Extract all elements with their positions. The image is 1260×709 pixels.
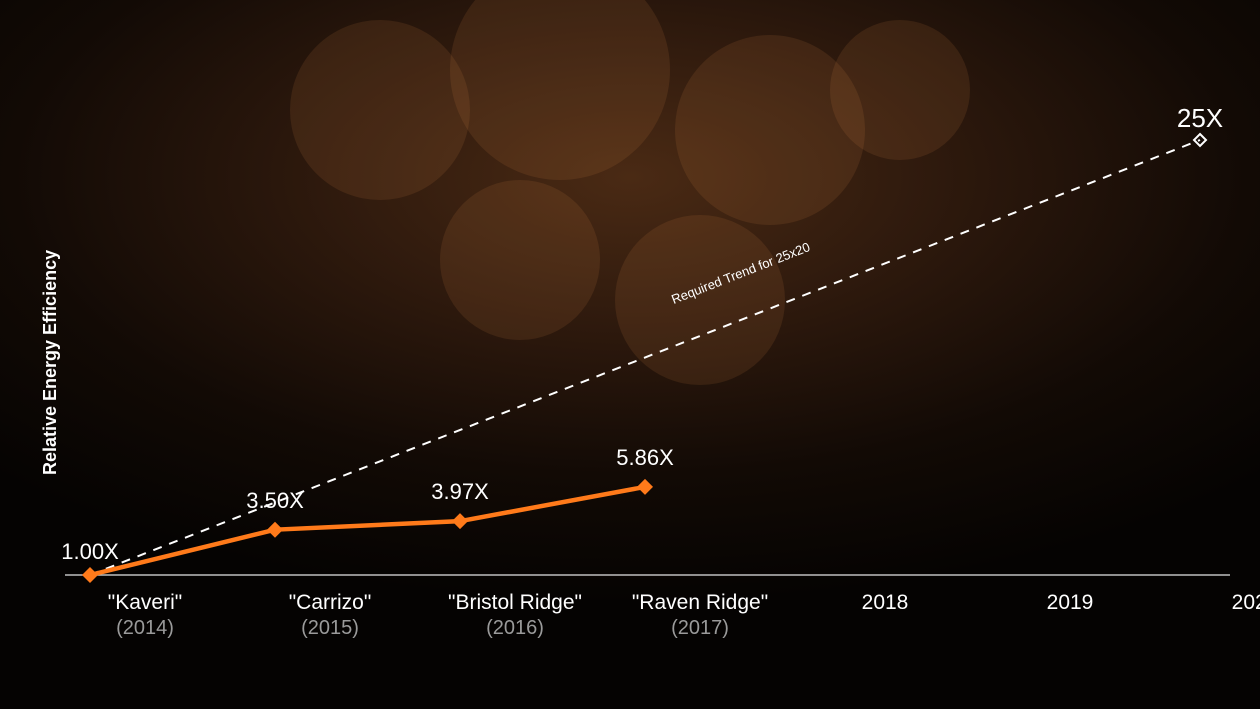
x-tick-name: "Raven Ridge" bbox=[632, 590, 768, 616]
data-marker bbox=[82, 567, 98, 583]
value-label: 3.97X bbox=[431, 479, 489, 505]
x-tick-name: "Carrizo" bbox=[289, 590, 372, 616]
value-label: 3.50X bbox=[246, 488, 304, 514]
efficiency-series-line bbox=[90, 487, 645, 575]
trend-end-label: 25X bbox=[1177, 103, 1223, 134]
x-tick: 2020 bbox=[1232, 590, 1260, 616]
x-tick-name: "Kaveri" bbox=[108, 590, 182, 616]
x-tick: "Carrizo"(2015) bbox=[289, 590, 372, 641]
x-tick-name: 2018 bbox=[862, 590, 909, 616]
x-tick: "Raven Ridge"(2017) bbox=[632, 590, 768, 641]
x-tick-year: (2016) bbox=[448, 616, 582, 641]
x-tick-year: (2017) bbox=[632, 616, 768, 641]
x-tick: 2019 bbox=[1047, 590, 1094, 616]
chart-stage: Relative Energy Efficiency 1.00X 3.50X 3.9… bbox=[0, 0, 1260, 709]
x-tick-year: (2014) bbox=[108, 616, 182, 641]
data-marker bbox=[452, 513, 468, 529]
value-label: 5.86X bbox=[616, 445, 674, 471]
y-axis-label: Relative Energy Efficiency bbox=[40, 250, 61, 475]
x-tick: 2018 bbox=[862, 590, 909, 616]
x-tick-name: "Bristol Ridge" bbox=[448, 590, 582, 616]
value-label: 1.00X bbox=[61, 539, 119, 565]
x-tick: "Bristol Ridge"(2016) bbox=[448, 590, 582, 641]
x-tick-name: 2019 bbox=[1047, 590, 1094, 616]
x-tick: "Kaveri"(2014) bbox=[108, 590, 182, 641]
x-tick-name: 2020 bbox=[1232, 590, 1260, 616]
data-marker bbox=[637, 479, 653, 495]
x-tick-year: (2015) bbox=[289, 616, 372, 641]
data-marker bbox=[267, 522, 283, 538]
